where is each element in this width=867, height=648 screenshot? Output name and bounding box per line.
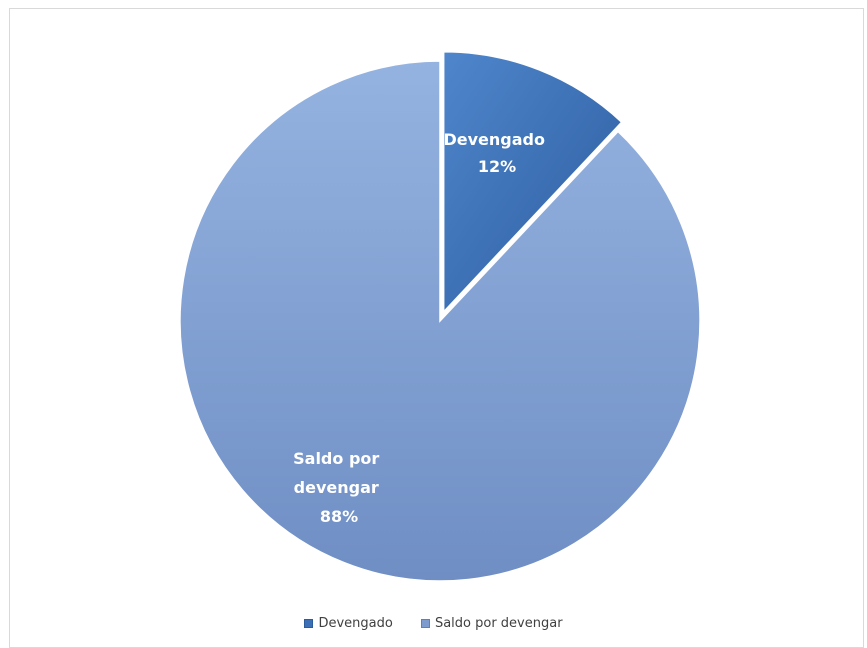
chart-legend: Devengado Saldo por devengar — [0, 616, 867, 632]
legend-swatch-devengado — [304, 619, 314, 628]
legend-item-saldo-por-devengar: Saldo por devengar — [420, 616, 563, 631]
legend-item-devengado: Devengado — [304, 616, 393, 631]
pie-slice-devengado — [442, 50, 623, 314]
slice-label-saldo-por-devengar: Saldo por devengar 88% — [293, 449, 385, 526]
pie-slice-saldo-por-devengar — [179, 60, 701, 582]
slice-label-devengado: Devengado 12% — [443, 130, 550, 176]
legend-label-devengado: Devengado — [318, 616, 393, 631]
legend-swatch-saldo-por-devengar — [420, 619, 430, 628]
legend-label-saldo-por-devengar: Saldo por devengar — [434, 616, 563, 631]
